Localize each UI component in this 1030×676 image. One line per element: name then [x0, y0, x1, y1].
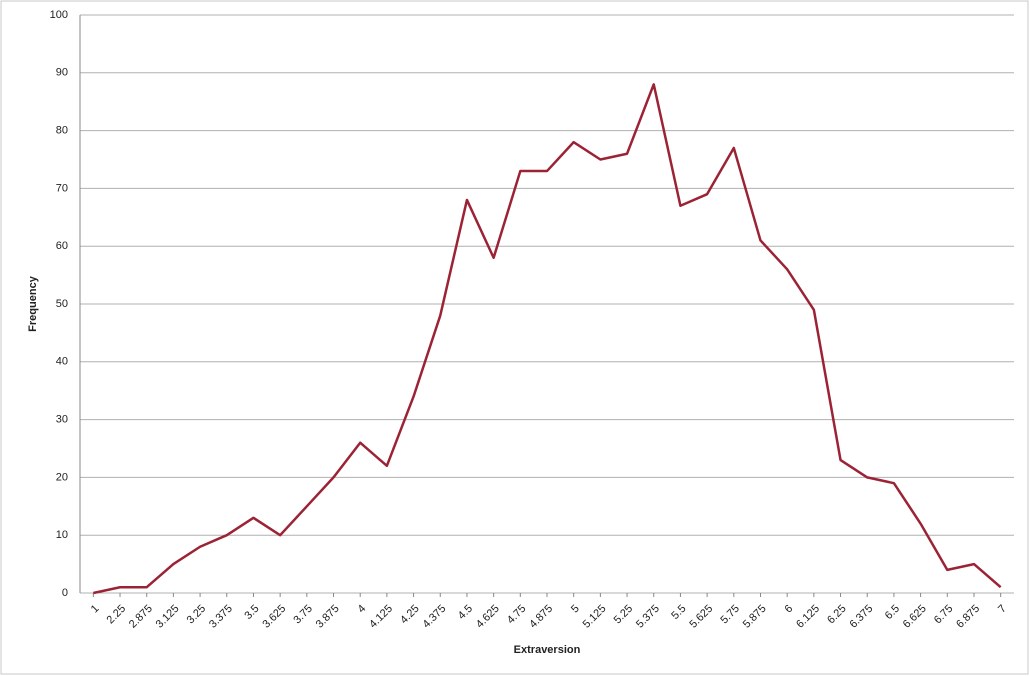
y-tick-label: 90	[56, 67, 68, 79]
y-tick-label: 80	[56, 125, 68, 137]
y-tick-label: 70	[56, 182, 68, 194]
y-tick-label: 40	[56, 356, 68, 368]
y-tick-label: 100	[50, 9, 68, 21]
x-axis-title: Extraversion	[514, 644, 581, 656]
y-tick-label: 0	[62, 587, 68, 599]
y-tick-label: 50	[56, 298, 68, 310]
y-tick-label: 20	[56, 471, 68, 483]
y-tick-label: 30	[56, 414, 68, 426]
y-axis-title: Frequency	[27, 275, 39, 332]
y-tick-label: 10	[56, 529, 68, 541]
y-tick-label: 60	[56, 240, 68, 252]
data-line	[93, 83, 1002, 595]
